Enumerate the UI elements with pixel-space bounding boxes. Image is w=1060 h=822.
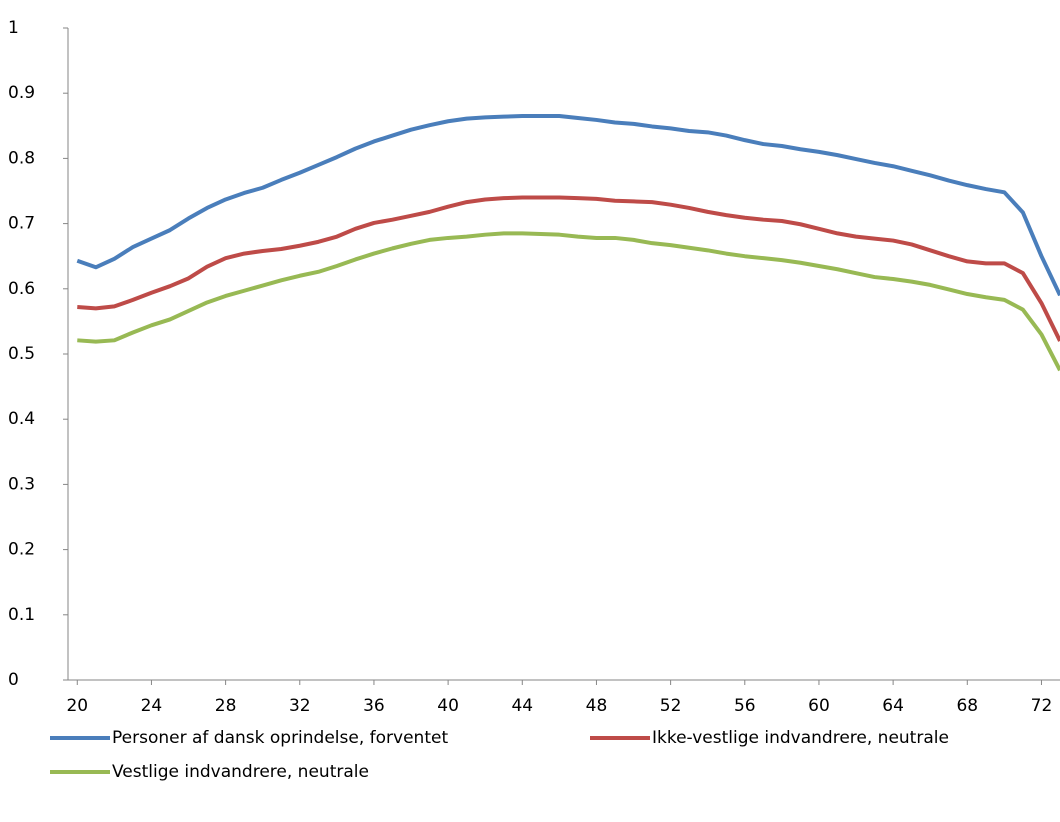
series-line xyxy=(77,195,1060,342)
legend-label: Vestlige indvandrere, neutrale xyxy=(112,762,369,782)
y-tick-label: 0.4 xyxy=(8,409,35,429)
series-line xyxy=(77,231,1060,372)
legend-label: Personer af dansk oprindelse, forventet xyxy=(112,728,448,748)
x-tick-label: 64 xyxy=(882,696,904,716)
y-tick-label: 0 xyxy=(8,670,19,690)
y-tick-label: 0.8 xyxy=(8,148,35,168)
x-tick-label: 28 xyxy=(215,696,237,716)
x-tick-label: 72 xyxy=(1031,696,1053,716)
series-line xyxy=(76,114,1060,297)
y-tick-label: 0.7 xyxy=(8,214,35,234)
y-tick-label: 0.3 xyxy=(8,474,35,494)
y-tick-label: 0.9 xyxy=(8,83,35,103)
y-tick-label: 0.2 xyxy=(8,540,35,560)
x-tick-label: 68 xyxy=(956,696,978,716)
y-tick-label: 0.5 xyxy=(8,344,35,364)
x-tick-label: 56 xyxy=(734,696,756,716)
x-tick-label: 44 xyxy=(511,696,533,716)
y-tick-label: 1 xyxy=(8,18,19,38)
x-tick-label: 20 xyxy=(66,696,88,716)
x-tick-label: 52 xyxy=(660,696,682,716)
x-tick-label: 36 xyxy=(363,696,385,716)
x-tick-label: 40 xyxy=(437,696,459,716)
x-tick-label: 60 xyxy=(808,696,830,716)
legend-label: Ikke-vestlige indvandrere, neutrale xyxy=(652,728,949,748)
x-tick-label: 48 xyxy=(586,696,608,716)
y-tick-label: 0.1 xyxy=(8,605,35,625)
x-tick-label: 24 xyxy=(141,696,163,716)
y-tick-label: 0.6 xyxy=(8,279,35,299)
x-tick-label: 32 xyxy=(289,696,311,716)
